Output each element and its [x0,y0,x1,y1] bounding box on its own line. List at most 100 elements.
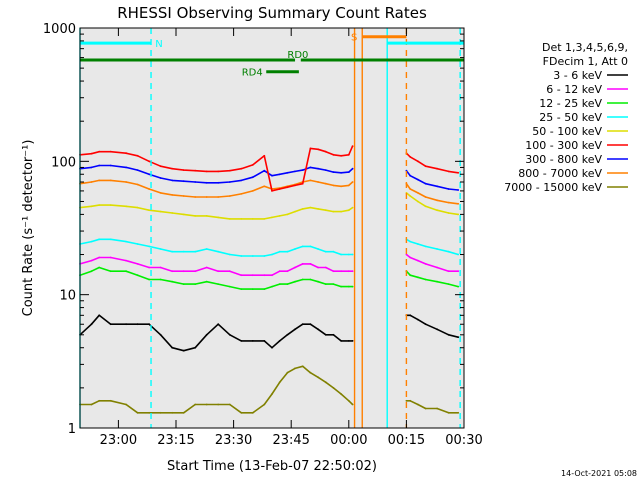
data-point [109,399,112,402]
data-point [301,208,304,210]
data-point [409,256,412,259]
data-point [240,411,243,414]
data-point [90,181,93,183]
data-point [332,270,335,273]
data-point [417,160,419,163]
data-point [171,194,174,196]
data-point [271,393,273,395]
timestamp: 14-Oct-2021 05:08 [561,469,637,478]
data-point [278,283,281,285]
data-point [332,250,335,253]
data-point [301,323,304,326]
data-point [409,274,412,277]
data-point [417,276,419,279]
data-point [251,340,254,342]
data-point [457,171,460,174]
legend-entry-label: 7000 - 15000 keV [504,181,602,194]
data-point [436,185,438,188]
data-point [217,170,220,173]
data-point [340,285,342,288]
data-point [309,179,312,182]
data-point [194,169,197,172]
y-tick-label: 100 [51,155,76,170]
data-point [109,323,112,326]
data-point [301,278,304,281]
data-point [217,323,220,326]
state-bar-label: RD0 [287,50,308,61]
data-point [340,253,342,256]
data-point [294,280,296,283]
data-point [351,181,354,183]
data-point [271,216,273,219]
data-point [309,206,312,209]
data-point [171,411,174,414]
data-point [347,285,350,288]
x-tick-label: 23:00 [100,433,137,448]
data-point [148,160,151,163]
data-point [125,181,127,183]
data-point [457,189,460,191]
data-point [447,411,450,414]
data-point [424,278,427,281]
data-point [424,263,427,265]
data-point [205,403,208,406]
x-tick-label: 23:30 [215,433,252,448]
data-point [148,245,151,248]
data-point [417,178,419,181]
data-point [301,365,304,368]
data-point [125,259,127,262]
data-point [447,270,450,273]
data-point [90,259,93,262]
data-point [347,399,350,402]
data-point [136,263,139,265]
data-point [324,283,327,285]
data-point [228,285,231,288]
data-point [286,371,289,374]
data-point [251,218,254,220]
state-bar-label: S [351,33,357,44]
legend-entry-label: 100 - 300 keV [525,139,602,152]
data-point [457,253,460,256]
data-point [240,255,243,257]
x-tick-label: 00:00 [330,433,367,448]
data-point [347,209,350,212]
data-point [98,204,101,207]
data-point [351,340,354,342]
data-point [332,210,335,213]
data-point [278,250,281,253]
data-point [332,184,335,187]
data-point [347,171,350,174]
data-point [263,255,266,257]
data-point [271,285,273,288]
data-point [148,188,151,190]
data-point [436,280,438,283]
data-layer [79,145,460,414]
data-point [294,328,296,331]
data-point [263,218,266,220]
data-point [351,270,354,273]
data-point [351,206,354,209]
data-point [217,196,220,198]
data-point [278,188,281,190]
data-point [278,173,281,176]
data-point [90,152,93,155]
data-point [409,188,412,190]
y-axis-label: Count Rate (s⁻¹ detector⁻¹) [21,140,36,317]
data-point [90,240,93,243]
data-point [332,333,335,336]
data-point [324,333,327,336]
data-point [136,206,139,209]
data-point [271,190,273,192]
data-point [317,208,319,210]
data-point [240,167,243,170]
data-point [301,263,304,265]
data-point [90,403,93,406]
data-point [194,346,197,349]
data-point [301,169,304,172]
data-point [271,274,273,277]
data-point [436,199,438,202]
data-point [324,381,327,384]
data-point [194,270,197,273]
data-point [309,371,312,374]
data-point [294,248,296,250]
